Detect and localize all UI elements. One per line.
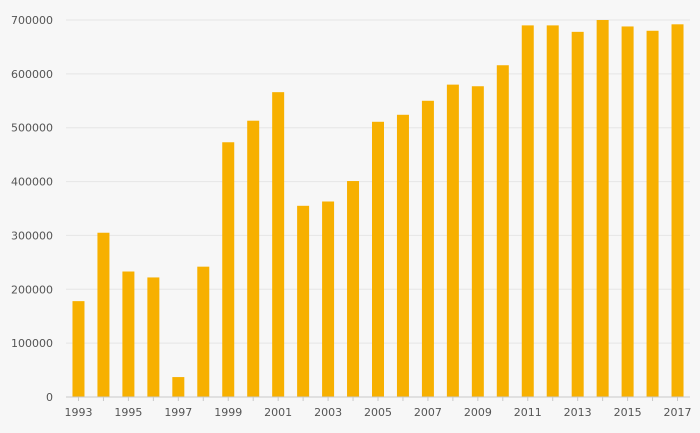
- bar-2003: [322, 201, 335, 397]
- x-tick-label: 1993: [64, 406, 92, 419]
- x-tick-label: 2001: [264, 406, 292, 419]
- y-tick-label: 600000: [11, 68, 53, 81]
- x-tick-label: 1995: [114, 406, 142, 419]
- y-tick-label: 500000: [11, 122, 53, 135]
- x-tick-label: 2013: [564, 406, 592, 419]
- bar-1996: [147, 277, 160, 397]
- bar-2005: [372, 121, 384, 397]
- y-tick-label: 200000: [11, 283, 53, 296]
- y-tick-label: 700000: [11, 14, 53, 27]
- bar-2016: [646, 30, 659, 398]
- bar-2006: [396, 114, 409, 397]
- x-axis-ticks: 1993 1995 1997 1999 2001 2003 2005 2007 2009 2011…: [64, 397, 692, 419]
- x-tick-label: 2003: [314, 406, 342, 419]
- x-tick-label: 1999: [214, 406, 242, 419]
- x-tick-label: 2005: [364, 406, 392, 419]
- bar-2000: [247, 120, 260, 397]
- bar-2011: [521, 25, 534, 398]
- x-tick-label: 2007: [414, 406, 442, 419]
- bar-2004: [347, 181, 360, 397]
- bar-2017: [671, 24, 684, 398]
- bar-2007: [421, 100, 434, 398]
- bar-2014: [596, 20, 609, 397]
- bar-1997: [172, 377, 185, 397]
- bar-1995: [122, 271, 135, 397]
- bar-2015: [621, 26, 634, 397]
- x-tick-label: 2015: [614, 406, 642, 419]
- bar-1999: [222, 142, 235, 397]
- x-tick-label: 1997: [164, 406, 192, 419]
- bar-2001: [272, 92, 285, 397]
- y-tick-label: 300000: [11, 229, 53, 242]
- bar-2008: [446, 84, 459, 397]
- y-axis-ticks: 0 100000 200000 300000 400000 500000 600000 700…: [11, 14, 53, 404]
- bar-2002: [297, 205, 310, 397]
- y-tick-label: 100000: [11, 337, 53, 350]
- bar-2010: [496, 65, 509, 398]
- y-tick-label: 400000: [11, 176, 53, 189]
- x-tick-label: 2017: [664, 406, 692, 419]
- bar-2013: [571, 31, 584, 397]
- bar-1994: [97, 232, 110, 397]
- y-tick-label: 0: [46, 391, 53, 404]
- x-tick-label: 2009: [464, 406, 492, 419]
- bar-1998: [197, 266, 210, 397]
- x-tick-label: 2011: [514, 406, 542, 419]
- bars: [72, 20, 684, 398]
- bar-2012: [546, 25, 559, 398]
- bar-2009: [471, 86, 484, 397]
- bar-1993: [72, 301, 85, 397]
